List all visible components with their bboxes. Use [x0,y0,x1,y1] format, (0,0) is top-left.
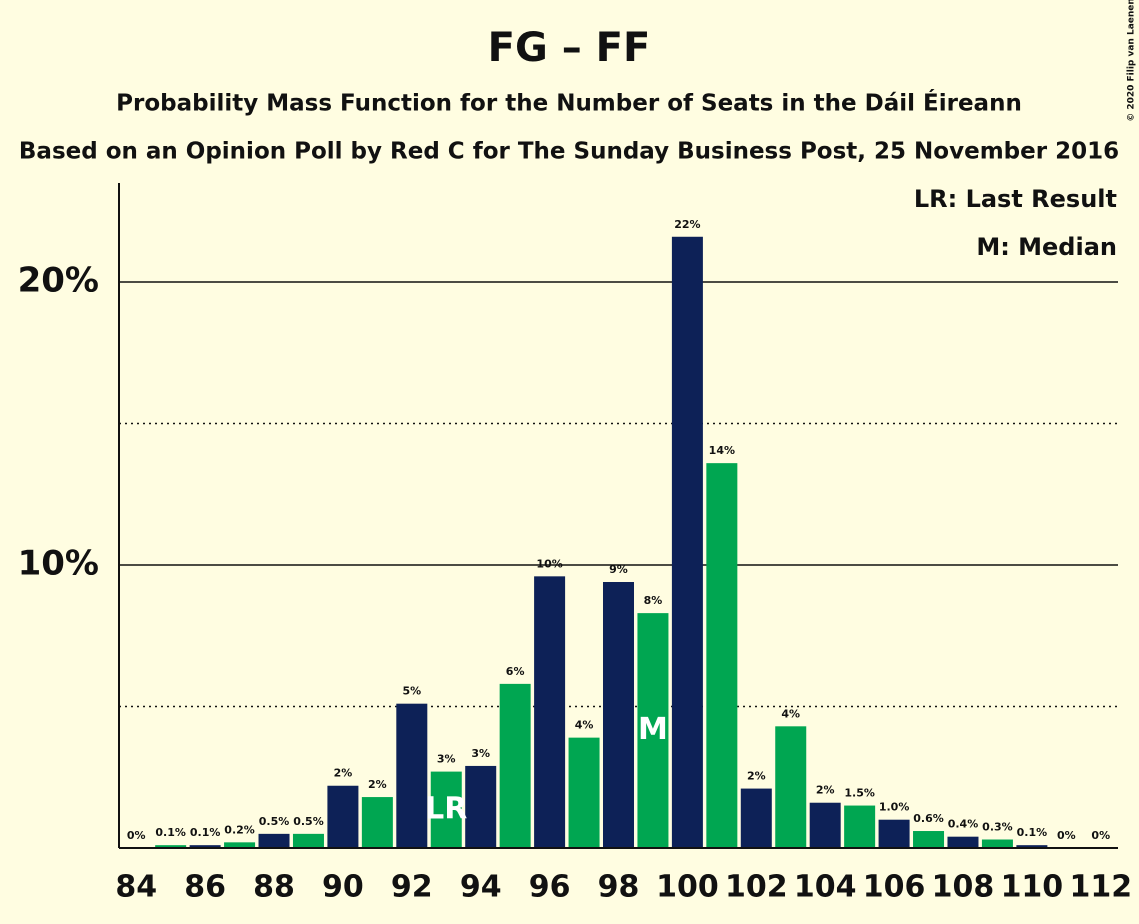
value-label: 0% [1057,829,1076,842]
value-label: 0% [127,829,146,842]
value-label: 2% [747,770,766,783]
value-label: 1.0% [879,801,910,814]
bar [361,797,393,848]
value-label: 10% [536,557,562,570]
value-label: 2% [334,767,353,780]
bar [396,703,428,848]
bar [155,845,187,848]
value-label: 2% [816,784,835,797]
x-tick-label: 88 [253,870,295,905]
bar [706,463,738,848]
bar [775,726,807,848]
value-label: 0.5% [293,815,324,828]
bar [189,845,221,848]
value-label: 0.1% [155,826,186,839]
x-tick-label: 102 [725,870,788,905]
value-label: 6% [506,665,525,678]
bar [499,683,531,848]
bar [568,737,600,848]
value-label: 0% [1091,829,1110,842]
annotation: LR [425,791,467,826]
bar [430,771,462,848]
value-label: 0.6% [913,812,944,825]
x-tick-label: 86 [184,870,226,905]
value-label: 1.5% [844,787,875,800]
x-tick-label: 98 [598,870,640,905]
value-label: 0.1% [190,826,221,839]
x-tick-label: 104 [794,870,857,905]
x-tick-label: 94 [460,870,502,905]
value-label: 14% [709,444,735,457]
x-tick-label: 96 [529,870,571,905]
value-label: 2% [368,778,387,791]
subtitle: Based on an Opinion Poll by Red C for Th… [19,139,1119,165]
bar [671,236,703,848]
bar [292,833,324,848]
bar [913,831,945,848]
legend-entry: M: Median [976,233,1117,261]
x-tick-label: 108 [932,870,995,905]
value-label: 4% [781,707,800,720]
value-label: 0.3% [982,821,1013,834]
bar [740,788,772,848]
bar [258,833,290,848]
x-tick-label: 110 [1001,870,1064,905]
x-tick-label: 112 [1069,870,1132,905]
subtitle: Probability Mass Function for the Number… [116,89,1022,117]
value-label: 4% [575,719,594,732]
bar [602,582,635,848]
value-label: 0.2% [224,823,255,836]
value-label: 5% [402,685,421,698]
value-label: 9% [609,563,628,576]
value-label: 0.4% [948,818,979,831]
x-tick-label: 84 [115,870,157,905]
annotation: M [638,712,668,747]
x-tick-label: 106 [863,870,926,905]
value-label: 22% [674,218,700,231]
bar [809,802,841,848]
value-label: 0.1% [1017,826,1048,839]
value-label: 0.5% [259,815,290,828]
bar [224,842,256,848]
bar [844,805,876,848]
bar [637,613,669,848]
x-tick-label: 100 [656,870,719,905]
copyright: © 2020 Filip van Laenen [1127,0,1137,122]
bar [878,819,910,848]
bar [465,765,497,848]
bar [327,785,359,848]
value-label: 8% [644,594,663,607]
bar [981,839,1013,848]
value-label: 3% [471,747,490,760]
bar [947,836,979,848]
legend-entry: LR: Last Result [914,185,1117,213]
y-tick-label: 20% [18,261,99,301]
x-tick-label: 90 [322,870,364,905]
value-label: 3% [437,753,456,766]
chart-title: FG – FF [488,25,651,71]
x-tick-label: 92 [391,870,433,905]
bar [1016,845,1048,848]
bar [534,576,566,848]
y-tick-label: 10% [18,544,99,584]
